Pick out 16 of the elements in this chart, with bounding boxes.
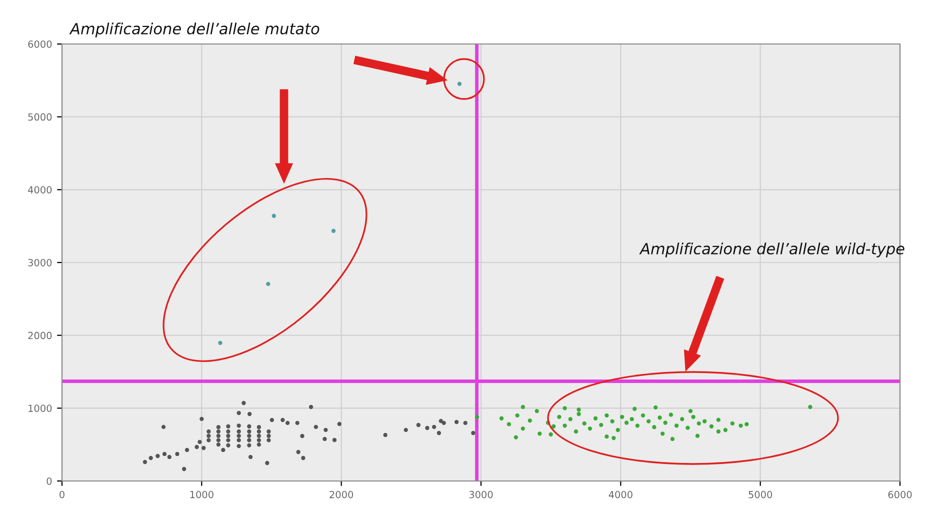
y-tick-label: 2000 [28, 332, 52, 340]
x-tick-label: 4000 [608, 490, 632, 498]
y-tick-label: 4000 [28, 186, 52, 194]
x-tick-label: 2000 [330, 490, 354, 498]
text: Amplificazione dell’allele mutato [69, 22, 320, 38]
y-tick-label: 3000 [28, 258, 52, 266]
x-tick-label: 0 [60, 490, 64, 498]
y-tick-label: 1000 [28, 404, 52, 412]
x-tick-label: 6000 [888, 490, 912, 498]
x-tick-label: 1000 [190, 490, 214, 498]
y-tick-label: 5000 [28, 113, 52, 121]
y-tick-label: 0 [46, 477, 52, 485]
x-tick-label: 5000 [748, 490, 772, 498]
x-tick-label: 3000 [469, 490, 493, 498]
annotation: Amplificazione dell’allele wild-type [639, 242, 904, 258]
y-tick-label: 6000 [28, 40, 52, 48]
